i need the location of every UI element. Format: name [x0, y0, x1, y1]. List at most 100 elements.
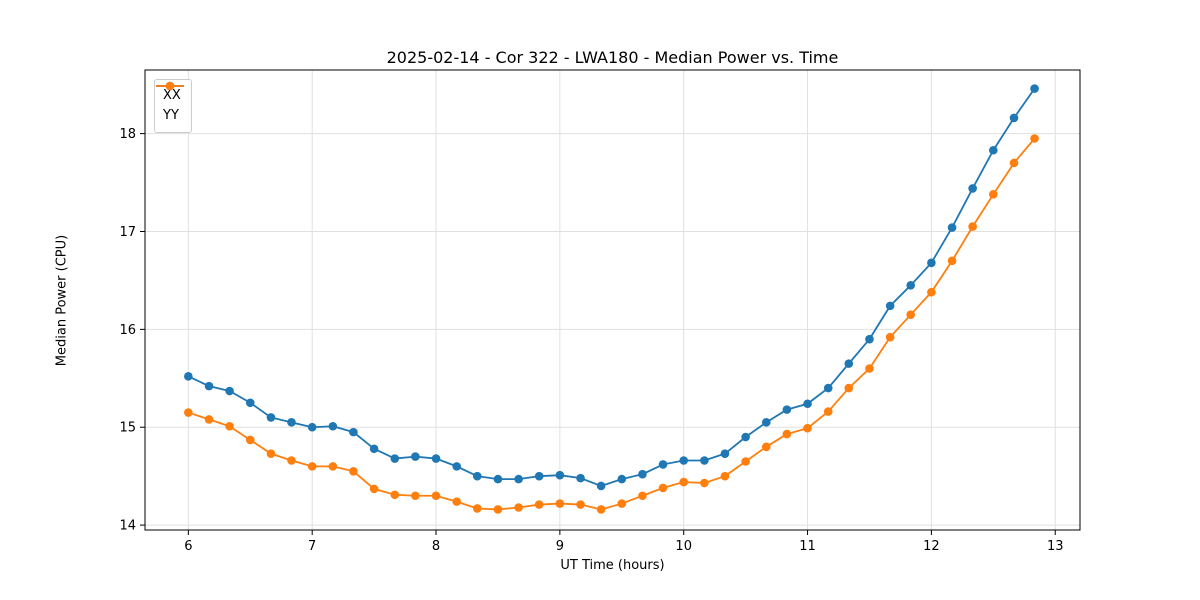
chart-title: 2025-02-14 - Cor 322 - LWA180 - Median P…	[386, 48, 839, 67]
series-yy-marker	[823, 407, 833, 416]
series-xx-marker	[700, 456, 709, 465]
series-yy-marker	[472, 504, 482, 513]
x-tick-label: 11	[799, 539, 816, 554]
series-yy-marker	[514, 503, 523, 512]
series-xx-marker	[472, 471, 482, 481]
series-yy-marker	[679, 477, 689, 487]
series-yy-marker	[307, 462, 317, 471]
series-yy-marker	[349, 466, 358, 476]
legend-swatch-yy	[156, 81, 184, 91]
y-axis-label: Median Power (CPU)	[54, 234, 70, 367]
series-xx-marker	[720, 449, 730, 458]
series-xx-marker	[555, 470, 565, 480]
series-xx-marker	[328, 421, 338, 431]
series-yy-marker	[989, 189, 998, 199]
series-yy-marker	[700, 478, 709, 488]
series-yy-marker	[576, 500, 585, 509]
series-yy-marker	[596, 505, 606, 514]
axes-box	[144, 69, 1081, 531]
series-xx-marker	[307, 422, 317, 432]
series-yy-marker	[658, 483, 668, 493]
series-yy-marker	[493, 505, 503, 514]
x-tick-label: 13	[1047, 539, 1064, 554]
series-xx-marker	[617, 474, 627, 484]
series-yy-marker	[411, 491, 420, 501]
series-yy-marker	[885, 332, 895, 342]
series-yy-marker	[803, 423, 812, 433]
series-yy-marker	[865, 364, 874, 373]
series-xx-marker	[927, 258, 936, 268]
series-yy-marker	[287, 456, 296, 465]
series-xx-marker	[452, 462, 462, 471]
series-yy-marker	[762, 442, 771, 452]
series-yy-marker	[617, 499, 627, 508]
series-yy-line	[188, 137, 1036, 511]
series-xx-marker	[823, 383, 833, 393]
series-yy-marker	[638, 491, 647, 501]
y-tick-label: 15	[119, 421, 136, 436]
x-tick-label: 9	[556, 539, 564, 554]
series-xx-marker	[245, 398, 255, 408]
series-xx-marker	[947, 223, 957, 232]
series-xx-marker	[679, 456, 689, 465]
series-xx-marker	[514, 474, 523, 484]
series-xx-marker	[390, 454, 400, 463]
series-yy-marker	[1030, 134, 1039, 143]
series-xx-marker	[493, 474, 503, 484]
legend-label-xx: XX	[163, 88, 181, 103]
series-yy-marker	[245, 435, 255, 445]
y-tick-label: 18	[119, 127, 136, 142]
series-yy-marker	[844, 383, 854, 393]
legend: XX YY	[154, 79, 192, 134]
series-yy-marker	[968, 222, 977, 231]
series-xx-marker	[741, 432, 750, 442]
series-yy-marker	[184, 408, 193, 417]
series-xx-marker	[638, 469, 647, 479]
series-yy-marker	[390, 490, 400, 500]
series-xx-marker	[885, 301, 895, 311]
series-yy-marker	[452, 497, 462, 506]
x-tick-label: 8	[432, 539, 440, 554]
series-xx-marker	[989, 145, 998, 155]
series-yy-marker	[720, 471, 730, 481]
series-xx-marker	[906, 281, 916, 290]
series-xx-marker	[865, 334, 874, 344]
series-xx-marker	[968, 184, 977, 193]
series-xx-marker	[782, 405, 792, 414]
x-tick-label: 12	[923, 539, 940, 554]
series-xx-marker	[762, 418, 771, 427]
series-yy-marker	[534, 500, 544, 509]
series-xx-marker	[287, 418, 296, 427]
series-xx-marker	[411, 452, 420, 461]
series-xx-marker	[431, 454, 441, 463]
legend-label-yy: YY	[163, 108, 179, 124]
series-xx-marker	[844, 359, 854, 368]
series-xx-marker	[1009, 113, 1019, 123]
y-tick-label: 17	[119, 225, 136, 240]
series-yy-marker	[927, 287, 936, 297]
series-xx-marker	[225, 386, 234, 396]
series-xx-marker	[534, 471, 544, 481]
series-yy-marker	[782, 429, 792, 439]
y-tick-label: 16	[119, 323, 136, 338]
series-xx-marker	[576, 473, 585, 483]
series-xx-marker	[1030, 84, 1039, 93]
x-tick-label: 10	[675, 539, 692, 554]
x-tick-label: 6	[184, 539, 192, 554]
series-yy-marker	[204, 415, 214, 424]
series-xx-marker	[204, 381, 214, 391]
series-xx-marker	[266, 413, 276, 422]
series-yy-marker	[906, 310, 916, 319]
series-xx-marker	[803, 399, 812, 409]
series-xx-marker	[349, 427, 358, 437]
series-yy-marker	[369, 484, 379, 494]
series-yy-marker	[555, 499, 565, 508]
y-tick-label: 14	[119, 519, 136, 534]
series-yy-marker	[1009, 158, 1019, 168]
series-xx-marker	[596, 481, 606, 491]
legend-item-yy: YY	[156, 81, 184, 126]
x-tick-label: 7	[308, 539, 316, 554]
series-yy-marker	[431, 491, 441, 501]
